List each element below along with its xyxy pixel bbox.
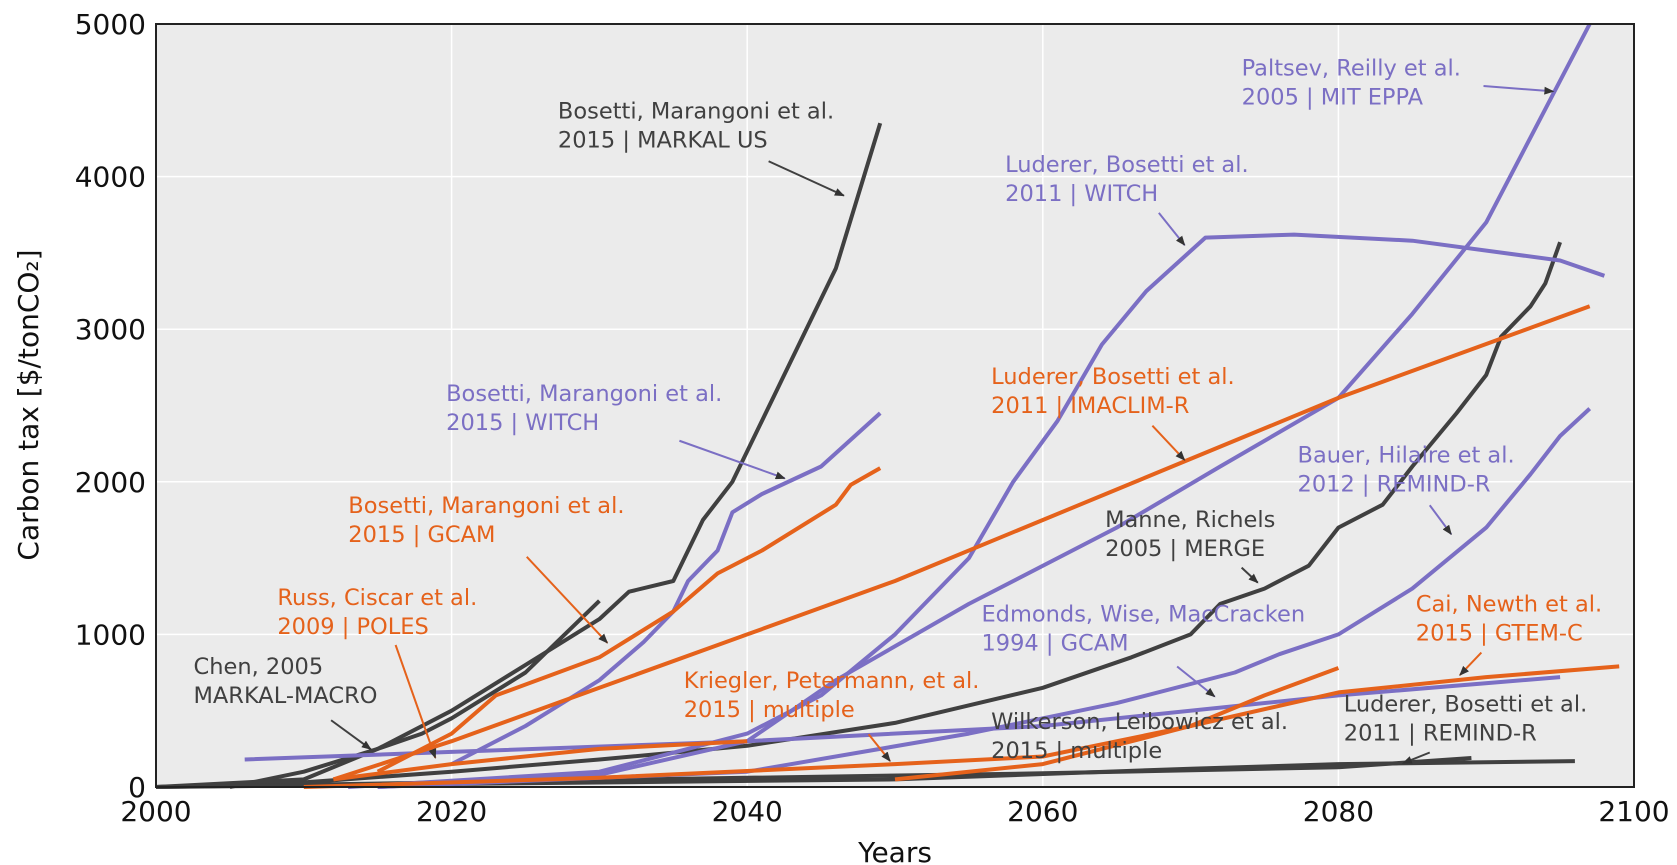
x-tick-label: 2100 xyxy=(1598,795,1669,828)
annotation-text: Luderer, Bosetti et al. xyxy=(991,364,1235,390)
y-tick-label: 5000 xyxy=(75,8,146,41)
annotation-text: 2005 | MIT EPPA xyxy=(1242,84,1424,110)
series-line xyxy=(303,666,1340,789)
annotation-text: Edmonds, Wise, MacCracken xyxy=(981,601,1305,627)
annotation-text: 2015 | GCAM xyxy=(348,522,495,548)
annotation-arrow xyxy=(330,719,372,751)
y-tick-label: 2000 xyxy=(75,466,146,499)
annotation-text: 2015 | MARKAL US xyxy=(558,127,768,153)
annotation-text: MARKAL-MACRO xyxy=(194,683,378,709)
annotation-text: 1994 | GCAM xyxy=(981,630,1128,656)
plot-area xyxy=(156,24,1634,787)
annotation-text: 2009 | POLES xyxy=(277,614,428,640)
series-line xyxy=(155,759,1575,789)
annotation-text: Wilkerson, Leibowicz et al. xyxy=(991,709,1288,735)
series-line xyxy=(894,664,1620,782)
annotation-text: Luderer, Bosetti et al. xyxy=(1005,152,1249,178)
x-tick-label: 2000 xyxy=(120,795,191,828)
annotation-arrow xyxy=(1459,651,1483,676)
annotation-arrow xyxy=(1176,665,1216,698)
annotation-text: Cai, Newth et al. xyxy=(1416,592,1602,618)
series-line xyxy=(377,407,1592,789)
annotation-text: 2015 | GTEM-C xyxy=(1416,621,1583,647)
y-tick-label: 4000 xyxy=(75,161,146,194)
annotation-arrow xyxy=(526,556,609,644)
annotation-text: 2015 | WITCH xyxy=(446,410,599,436)
x-tick-label: 2040 xyxy=(712,795,783,828)
annotation-arrow xyxy=(1428,504,1453,536)
annotation-text: 2011 | IMACLIM-R xyxy=(991,393,1189,419)
series-line xyxy=(377,23,1592,789)
x-tick-label: 2060 xyxy=(1007,795,1078,828)
x-tick-label: 2080 xyxy=(1303,795,1374,828)
x-tick-label: 2020 xyxy=(416,795,487,828)
annotation-arrow xyxy=(394,644,437,759)
annotation-text: 2012 | REMIND-R xyxy=(1298,471,1491,497)
series-line xyxy=(332,304,1591,782)
annotation-text: 2011 | REMIND-R xyxy=(1344,721,1537,747)
annotation-arrow xyxy=(1158,212,1186,246)
annotation-arrow xyxy=(679,439,786,480)
series-line xyxy=(333,739,748,782)
annotation-arrow xyxy=(768,160,845,197)
annotation-arrow xyxy=(1483,85,1555,95)
annotation-text: Bosetti, Marangoni et al. xyxy=(558,98,834,124)
annotation-text: Kriegler, Petermann, et al. xyxy=(684,668,980,694)
y-tick-label: 0 xyxy=(128,771,146,804)
x-axis-label: Years xyxy=(857,836,932,865)
annotation-text: Chen, 2005 xyxy=(194,654,324,680)
plot-frame xyxy=(155,23,1635,788)
annotation-text: Paltsev, Reilly et al. xyxy=(1242,55,1461,81)
annotation-arrow xyxy=(1240,566,1259,584)
annotation-arrow xyxy=(1151,425,1186,461)
annotation-text: Bosetti, Marangoni et al. xyxy=(446,381,722,407)
series-line xyxy=(347,232,1606,789)
annotation-text: Luderer, Bosetti et al. xyxy=(1344,692,1588,718)
y-axis-label: Carbon tax [$/tonCO₂] xyxy=(12,249,45,560)
y-tick-label: 3000 xyxy=(75,313,146,346)
annotation-arrow xyxy=(1401,751,1431,765)
annotation-text: 2005 | MERGE xyxy=(1105,536,1265,562)
annotation-text: 2015 | multiple xyxy=(991,738,1162,764)
series-line xyxy=(155,241,1562,789)
annotation-text: 2011 | WITCH xyxy=(1005,181,1158,207)
annotation-text: Manne, Richels xyxy=(1105,507,1275,533)
annotation-text: Russ, Ciscar et al. xyxy=(277,585,477,611)
annotation-arrow xyxy=(867,733,891,762)
series-line xyxy=(376,466,882,774)
annotation-text: 2015 | multiple xyxy=(684,697,855,723)
series-line xyxy=(155,599,601,789)
y-tick-label: 1000 xyxy=(75,618,146,651)
annotation-text: Bauer, Hilaire et al. xyxy=(1298,442,1515,468)
annotation-text: Bosetti, Marangoni et al. xyxy=(348,493,624,519)
